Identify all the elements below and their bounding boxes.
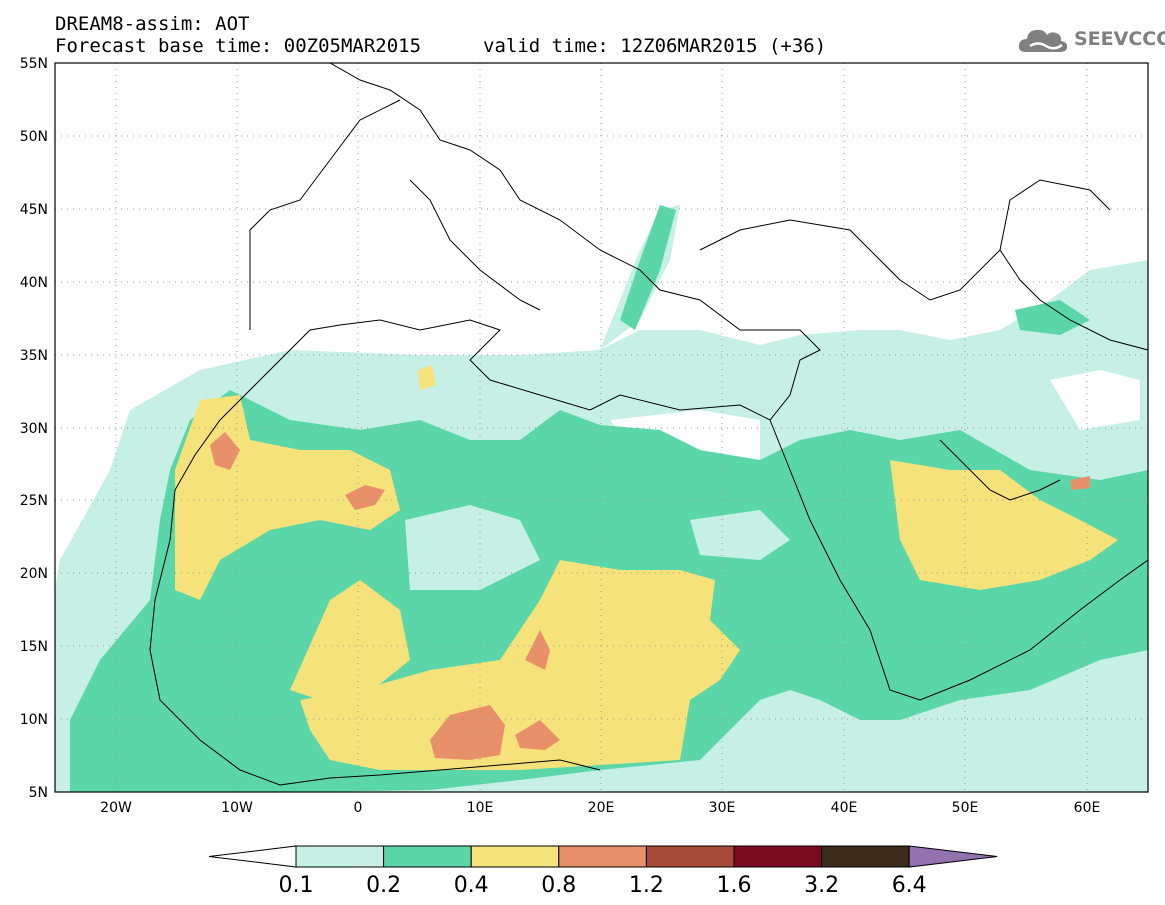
logo-text: SEEVCCC xyxy=(1074,28,1165,50)
title-product: DREAM8-assim: AOT xyxy=(55,13,250,35)
lon-label: 20E xyxy=(588,800,615,816)
lon-label: 40E xyxy=(831,800,858,816)
lat-label: 15N xyxy=(20,639,48,655)
colorbar-swatch xyxy=(645,845,735,868)
graticule xyxy=(55,63,1148,792)
title-valid-time: valid time: 12Z06MAR2015 (+36) xyxy=(483,35,827,57)
lat-label: 35N xyxy=(20,348,48,364)
colorbar-swatch xyxy=(470,845,560,868)
cloud-icon xyxy=(1018,29,1068,52)
lat-label: 30N xyxy=(20,421,48,437)
lon-labels: 20W 10W 0 10E 20E 30E 40E 50E 60E xyxy=(100,800,1100,816)
lat-label: 5N xyxy=(29,785,48,801)
colorbar-swatch xyxy=(821,845,910,868)
lat-label: 50N xyxy=(20,129,48,145)
colorbar-label: 0.1 xyxy=(279,873,314,898)
colorbar-swatch xyxy=(295,845,385,868)
colorbar-label: 0.8 xyxy=(541,873,576,898)
colorbar-label: 6.4 xyxy=(892,873,927,898)
lon-label: 0 xyxy=(354,800,363,816)
colorbar: 0.1 0.2 0.4 0.8 1.2 1.6 3.2 6.4 xyxy=(208,845,998,898)
lon-label: 50E xyxy=(952,800,979,816)
colorbar-label: 0.2 xyxy=(366,873,401,898)
lon-label: 30E xyxy=(709,800,736,816)
map-panel: 55N 50N 45N 40N 35N 30N 25N 20N 15N 10N … xyxy=(20,56,1149,816)
colorbar-label: 1.6 xyxy=(717,873,752,898)
lat-label: 40N xyxy=(20,275,48,291)
coastlines xyxy=(149,63,1148,786)
lat-labels: 55N 50N 45N 40N 35N 30N 25N 20N 15N 10N … xyxy=(20,56,48,801)
colorbar-label: 0.4 xyxy=(454,873,489,898)
lat-label: 10N xyxy=(20,712,48,728)
colorbar-swatch xyxy=(733,845,823,868)
colorbar-swatch xyxy=(383,845,472,868)
colorbar-label: 1.2 xyxy=(629,873,664,898)
lon-label: 10E xyxy=(467,800,494,816)
title-base-time: Forecast base time: 00Z05MAR2015 xyxy=(55,35,422,57)
lat-label: 20N xyxy=(20,566,48,582)
lon-label: 60E xyxy=(1074,800,1101,816)
lon-label: 10W xyxy=(221,800,253,816)
lat-label: 55N xyxy=(20,56,48,72)
colorbar-label: 3.2 xyxy=(804,873,839,898)
seevccc-logo: SEEVCCC xyxy=(1016,22,1165,58)
lon-label: 20W xyxy=(100,800,132,816)
colorbar-swatch xyxy=(558,845,647,868)
lat-label: 25N xyxy=(20,493,48,509)
colorbar-arrow-high xyxy=(908,845,998,868)
plot-frame xyxy=(54,62,1149,793)
lat-label: 45N xyxy=(20,202,48,218)
colorbar-arrow-low xyxy=(208,845,297,868)
